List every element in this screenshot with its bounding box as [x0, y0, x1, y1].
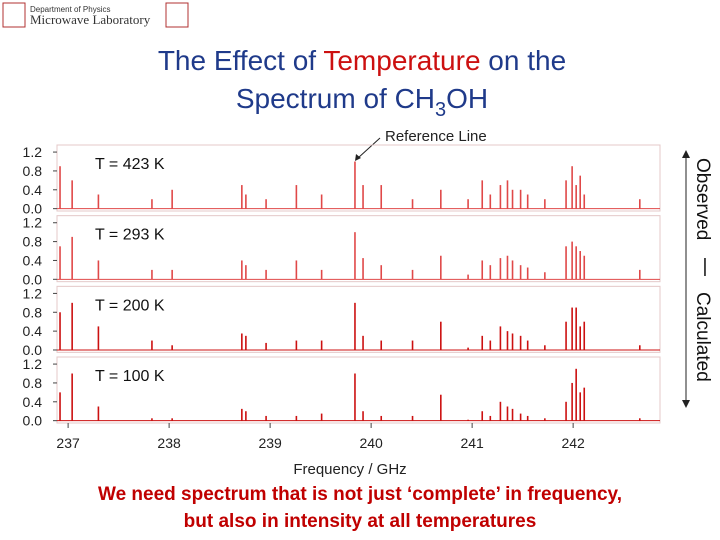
y-tick-label: 0.8: [23, 163, 43, 179]
side-label-observed: Observed: [692, 158, 713, 240]
x-axis-label: Frequency / GHz: [293, 461, 406, 478]
panel-frame: [56, 356, 661, 424]
y-tick-label: 0.8: [23, 304, 43, 320]
panel-frame: [56, 144, 661, 212]
side-separator: |: [703, 256, 708, 277]
logo: Department of Physics Microwave Laborato…: [2, 2, 189, 28]
side-label-calculated: Calculated: [692, 292, 713, 382]
panel-label: T = 293 K: [95, 227, 165, 244]
x-tick-label: 241: [460, 435, 484, 451]
y-tick-label: 1.2: [23, 285, 43, 301]
title-line2: Spectrum of CH3OH: [236, 83, 488, 121]
title-line1: The Effect of Temperature on the: [158, 45, 566, 76]
y-tick-label: 1.2: [23, 144, 43, 160]
y-tick-label: 1.2: [23, 215, 43, 231]
y-tick-label: 0.4: [23, 394, 43, 410]
annotation-arrow: [357, 137, 381, 159]
y-tick-label: 1.2: [23, 356, 43, 372]
y-tick-label: 0.8: [23, 234, 43, 250]
panel-label: T = 200 K: [95, 297, 165, 314]
x-tick-label: 237: [56, 435, 80, 451]
annotation: Reference Line: [385, 128, 487, 145]
y-tick-label: 0.0: [23, 271, 43, 287]
x-tick-label: 242: [561, 435, 585, 451]
annotation-arrowhead: [355, 154, 361, 161]
logo-lab: Microwave Laboratory: [30, 12, 151, 27]
title-text: on the: [481, 45, 567, 76]
panel-frame: [56, 215, 661, 283]
logo-crest: [2, 2, 26, 28]
x-tick-label: 239: [258, 435, 282, 451]
title-subscript: 3: [435, 99, 446, 121]
x-tick-label: 238: [157, 435, 181, 451]
y-tick-label: 0.8: [23, 375, 43, 391]
panel-label: T = 423 K: [95, 156, 165, 173]
footer-line: We need spectrum that is not just ‘compl…: [98, 484, 622, 505]
y-tick-label: 0.4: [23, 252, 43, 268]
y-tick-label: 0.0: [23, 342, 43, 358]
x-tick-label: 240: [359, 435, 383, 451]
title-text: Spectrum of CH: [236, 83, 435, 114]
logo-dept: Department of Physics: [30, 5, 110, 14]
y-tick-label: 0.4: [23, 323, 43, 339]
title-text: OH: [446, 83, 488, 114]
footer-line: but also in intensity at all temperature…: [184, 511, 537, 532]
panel-frame: [56, 285, 661, 353]
y-tick-label: 0.4: [23, 182, 43, 198]
y-tick-label: 0.0: [23, 201, 43, 217]
title-emphasis: Temperature: [323, 45, 480, 76]
panel-label: T = 100 K: [95, 368, 165, 385]
title-text: The Effect of: [158, 45, 324, 76]
logo-crest: [165, 2, 189, 28]
y-tick-label: 0.0: [23, 413, 43, 429]
